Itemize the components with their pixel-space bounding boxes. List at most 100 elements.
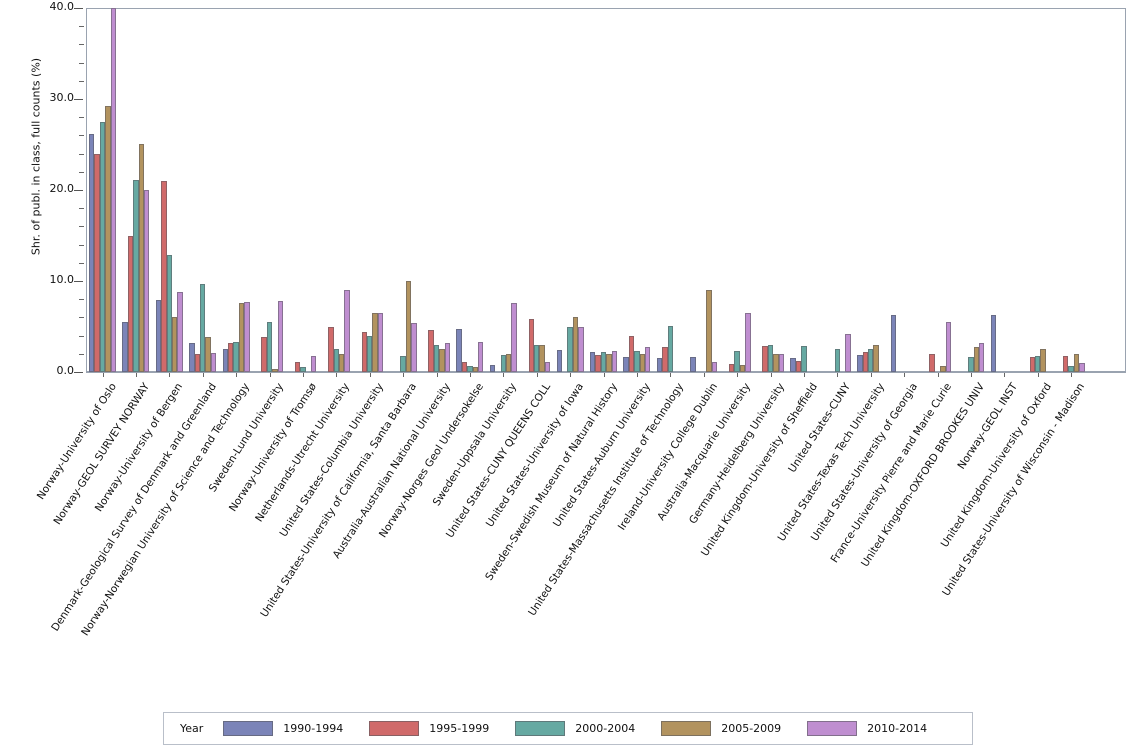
bar [728, 363, 735, 372]
bar [110, 8, 116, 372]
bar [556, 350, 562, 372]
legend-item[interactable]: 1995-1999 [369, 721, 489, 736]
bar [1062, 355, 1069, 372]
bar [639, 353, 645, 372]
bar-series-layer [86, 8, 1126, 372]
bar-group [289, 8, 317, 372]
bar [801, 345, 807, 372]
bar [333, 349, 339, 372]
x-axis-tick [102, 373, 104, 377]
y-tick-minor [79, 171, 84, 173]
legend-swatch [515, 721, 566, 736]
bar-group [390, 8, 417, 372]
legend-item[interactable]: 2010-2014 [807, 721, 927, 736]
bar [634, 351, 640, 372]
bar [94, 153, 100, 372]
bar-group [890, 8, 918, 372]
bar-group [724, 8, 751, 372]
bar [656, 358, 663, 372]
bar [706, 290, 712, 372]
y-tick-minor [79, 80, 84, 82]
x-axis-tick [770, 373, 772, 377]
legend-item[interactable]: 2005-2009 [661, 721, 781, 736]
bar-group [356, 8, 384, 372]
legend: Year 1990-1994 1995-1999 2000-2004 2005-200… [163, 712, 973, 745]
bar [1040, 349, 1046, 372]
x-axis-tick [1071, 373, 1073, 377]
bar [138, 143, 144, 372]
legend-item[interactable]: 1990-1994 [223, 721, 343, 736]
legend-label: 2010-2014 [867, 722, 928, 735]
bar [862, 351, 868, 372]
bar [644, 346, 651, 372]
bar [377, 312, 384, 372]
bar [1068, 365, 1074, 372]
bar [845, 333, 851, 372]
y-tick-minor [79, 335, 84, 337]
bar [544, 362, 551, 372]
bar [890, 314, 896, 372]
bar [528, 319, 534, 372]
x-axis-tick [403, 373, 405, 377]
bar [205, 336, 211, 372]
y-tick-label: 40.0 [49, 0, 75, 13]
bar [611, 351, 617, 372]
bar-group [189, 8, 217, 372]
bar-group [456, 8, 484, 372]
bar-group [155, 8, 183, 372]
bar-group [590, 8, 617, 372]
x-axis-tick [536, 373, 538, 377]
bar [238, 302, 245, 372]
bar-group [523, 8, 551, 372]
x-axis-tick [202, 373, 204, 377]
x-axis-tick [803, 373, 805, 377]
bar [505, 353, 512, 372]
bar [739, 364, 746, 372]
bar [590, 351, 596, 372]
bar-group [489, 8, 517, 372]
x-axis-tick [670, 373, 672, 377]
bar [166, 254, 172, 372]
x-axis-tick [135, 373, 137, 377]
bar [572, 317, 579, 372]
bar [795, 361, 802, 372]
y-tick-minor [79, 208, 84, 210]
bar [511, 302, 517, 372]
bar [690, 357, 696, 372]
bar-group [256, 8, 283, 372]
bar [300, 366, 306, 372]
bar [662, 346, 668, 372]
y-tick-label: 0.0 [56, 364, 75, 377]
x-axis-tick [1037, 373, 1039, 377]
bar [929, 353, 935, 372]
bar [567, 326, 573, 372]
x-axis-tick [169, 373, 171, 377]
legend-label: 1990-1994 [283, 722, 344, 735]
y-tick-minor [79, 26, 84, 28]
bar-group [1024, 8, 1051, 372]
plot-area [86, 8, 1126, 372]
legend-item[interactable]: 2000-2004 [515, 721, 635, 736]
bar-group [857, 8, 884, 372]
bar [477, 341, 484, 372]
bar [171, 317, 178, 372]
bar [461, 362, 468, 372]
bar [161, 180, 167, 372]
x-axis-tick [469, 373, 471, 377]
bar [968, 356, 974, 372]
bar [210, 352, 217, 372]
bar [539, 344, 545, 372]
legend-label: 2005-2009 [721, 722, 782, 735]
bar [973, 346, 979, 372]
bar [127, 236, 134, 372]
bar-group [824, 8, 851, 372]
bar-group [924, 8, 951, 372]
x-axis-tick [369, 373, 371, 377]
bar [489, 364, 496, 372]
bar [667, 325, 673, 372]
bar [400, 355, 406, 372]
y-tick-minor [79, 62, 84, 64]
y-tick-minor [79, 299, 84, 301]
bar [734, 351, 740, 372]
bar [227, 342, 234, 372]
